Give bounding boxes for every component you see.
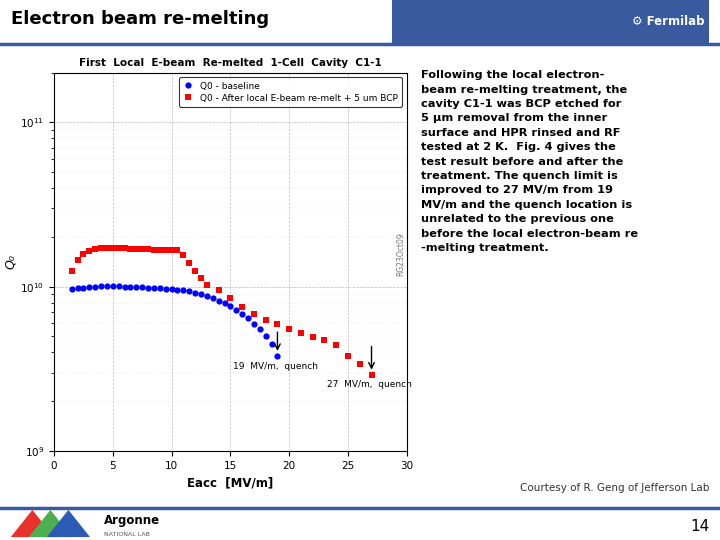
- Polygon shape: [29, 510, 72, 537]
- Q0 - After local E-beam re-melt + 5 um BCP: [109, 244, 117, 251]
- Q0 - baseline: [161, 286, 170, 292]
- Q0 - After local E-beam re-melt + 5 um BCP: [91, 246, 99, 252]
- Legend: Q0 - baseline, Q0 - After local E-beam re-melt + 5 um BCP: Q0 - baseline, Q0 - After local E-beam r…: [179, 77, 402, 107]
- Q0 - baseline: [238, 311, 246, 318]
- Q0 - After local E-beam re-melt + 5 um BCP: [191, 267, 199, 274]
- Q0 - baseline: [226, 303, 235, 309]
- Q0 - After local E-beam re-melt + 5 um BCP: [343, 353, 352, 359]
- Q0 - After local E-beam re-melt + 5 um BCP: [215, 287, 223, 294]
- Q0 - baseline: [273, 353, 282, 359]
- Q0 - baseline: [267, 340, 276, 347]
- Q0 - baseline: [209, 295, 217, 301]
- Q0 - After local E-beam re-melt + 5 um BCP: [68, 267, 76, 274]
- Q0 - baseline: [256, 326, 264, 333]
- Q0 - After local E-beam re-melt + 5 um BCP: [102, 244, 111, 251]
- Title: First  Local  E-beam  Re-melted  1-Cell  Cavity  C1-1: First Local E-beam Re-melted 1-Cell Cavi…: [79, 58, 382, 68]
- Q0 - baseline: [167, 286, 176, 292]
- Text: RG23Oct09: RG23Oct09: [396, 232, 405, 276]
- Q0 - After local E-beam re-melt + 5 um BCP: [144, 246, 153, 252]
- Q0 - baseline: [91, 284, 99, 290]
- Q0 - After local E-beam re-melt + 5 um BCP: [320, 338, 329, 344]
- Bar: [392, 0, 709, 43]
- Q0 - baseline: [202, 293, 211, 299]
- Text: NATIONAL LAB: NATIONAL LAB: [104, 532, 150, 537]
- Q0 - After local E-beam re-melt + 5 um BCP: [132, 246, 140, 252]
- Q0 - baseline: [197, 291, 205, 298]
- X-axis label: Eacc  [MV/m]: Eacc [MV/m]: [187, 476, 274, 489]
- Q0 - baseline: [126, 284, 135, 290]
- Q0 - After local E-beam re-melt + 5 um BCP: [202, 281, 211, 288]
- Q0 - baseline: [85, 284, 94, 291]
- Q0 - After local E-beam re-melt + 5 um BCP: [332, 342, 341, 348]
- Polygon shape: [11, 510, 54, 537]
- Text: Electron beam re-melting: Electron beam re-melting: [11, 10, 269, 28]
- Text: Following the local electron-
beam re-melting treatment, the
cavity C1-1 was BCP: Following the local electron- beam re-me…: [421, 70, 639, 253]
- Q0 - After local E-beam re-melt + 5 um BCP: [226, 295, 235, 301]
- Text: 14: 14: [690, 518, 709, 534]
- Q0 - baseline: [138, 284, 147, 291]
- Q0 - After local E-beam re-melt + 5 um BCP: [120, 245, 129, 252]
- Q0 - After local E-beam re-melt + 5 um BCP: [73, 257, 82, 264]
- Line: Q0 - baseline: Q0 - baseline: [68, 283, 281, 359]
- Q0 - After local E-beam re-melt + 5 um BCP: [285, 326, 294, 333]
- Q0 - baseline: [150, 285, 158, 291]
- Q0 - baseline: [215, 298, 223, 304]
- Q0 - baseline: [102, 282, 111, 289]
- Q0 - After local E-beam re-melt + 5 um BCP: [273, 321, 282, 327]
- Q0 - After local E-beam re-melt + 5 um BCP: [197, 275, 205, 281]
- Polygon shape: [47, 510, 90, 537]
- Q0 - baseline: [156, 285, 164, 292]
- Q0 - After local E-beam re-melt + 5 um BCP: [150, 246, 158, 253]
- Q0 - baseline: [132, 284, 140, 291]
- Text: 27  MV/m,  quench: 27 MV/m, quench: [327, 380, 412, 389]
- Q0 - baseline: [68, 286, 76, 292]
- Q0 - After local E-beam re-melt + 5 um BCP: [138, 246, 147, 252]
- Text: Argonne: Argonne: [104, 515, 161, 528]
- Q0 - After local E-beam re-melt + 5 um BCP: [238, 304, 246, 310]
- Q0 - After local E-beam re-melt + 5 um BCP: [179, 252, 188, 259]
- Q0 - After local E-beam re-melt + 5 um BCP: [79, 251, 88, 257]
- Q0 - baseline: [120, 284, 129, 290]
- Q0 - baseline: [261, 333, 270, 339]
- Text: 19  MV/m,  quench: 19 MV/m, quench: [233, 361, 318, 370]
- Q0 - After local E-beam re-melt + 5 um BCP: [261, 316, 270, 323]
- Q0 - baseline: [243, 315, 252, 322]
- Q0 - baseline: [73, 285, 82, 291]
- Q0 - baseline: [220, 300, 229, 307]
- Q0 - After local E-beam re-melt + 5 um BCP: [356, 360, 364, 367]
- Q0 - baseline: [114, 283, 123, 289]
- Q0 - After local E-beam re-melt + 5 um BCP: [96, 245, 105, 251]
- Q0 - After local E-beam re-melt + 5 um BCP: [173, 247, 181, 254]
- Q0 - baseline: [232, 307, 240, 313]
- Line: Q0 - After local E-beam re-melt + 5 um BCP: Q0 - After local E-beam re-melt + 5 um B…: [68, 245, 374, 378]
- Q0 - baseline: [185, 288, 194, 294]
- Q0 - After local E-beam re-melt + 5 um BCP: [114, 245, 123, 251]
- Q0 - After local E-beam re-melt + 5 um BCP: [126, 246, 135, 252]
- Q0 - baseline: [191, 289, 199, 296]
- Q0 - After local E-beam re-melt + 5 um BCP: [185, 259, 194, 266]
- Q0 - baseline: [144, 285, 153, 291]
- Q0 - baseline: [109, 282, 117, 289]
- Q0 - After local E-beam re-melt + 5 um BCP: [250, 311, 258, 318]
- Q0 - baseline: [79, 285, 88, 291]
- Q0 - baseline: [250, 321, 258, 327]
- Q0 - baseline: [173, 286, 181, 293]
- Q0 - baseline: [179, 287, 188, 293]
- Text: ⚙ Fermilab: ⚙ Fermilab: [631, 15, 704, 28]
- Q0 - After local E-beam re-melt + 5 um BCP: [297, 330, 305, 336]
- Text: Courtesy of R. Geng of Jefferson Lab: Courtesy of R. Geng of Jefferson Lab: [520, 483, 709, 494]
- Q0 - After local E-beam re-melt + 5 um BCP: [161, 247, 170, 253]
- Y-axis label: Q₀: Q₀: [4, 254, 17, 269]
- Q0 - After local E-beam re-melt + 5 um BCP: [367, 372, 376, 378]
- Q0 - After local E-beam re-melt + 5 um BCP: [85, 248, 94, 254]
- Q0 - After local E-beam re-melt + 5 um BCP: [308, 334, 317, 340]
- Q0 - baseline: [96, 282, 105, 289]
- Q0 - After local E-beam re-melt + 5 um BCP: [167, 247, 176, 253]
- Q0 - After local E-beam re-melt + 5 um BCP: [156, 247, 164, 253]
